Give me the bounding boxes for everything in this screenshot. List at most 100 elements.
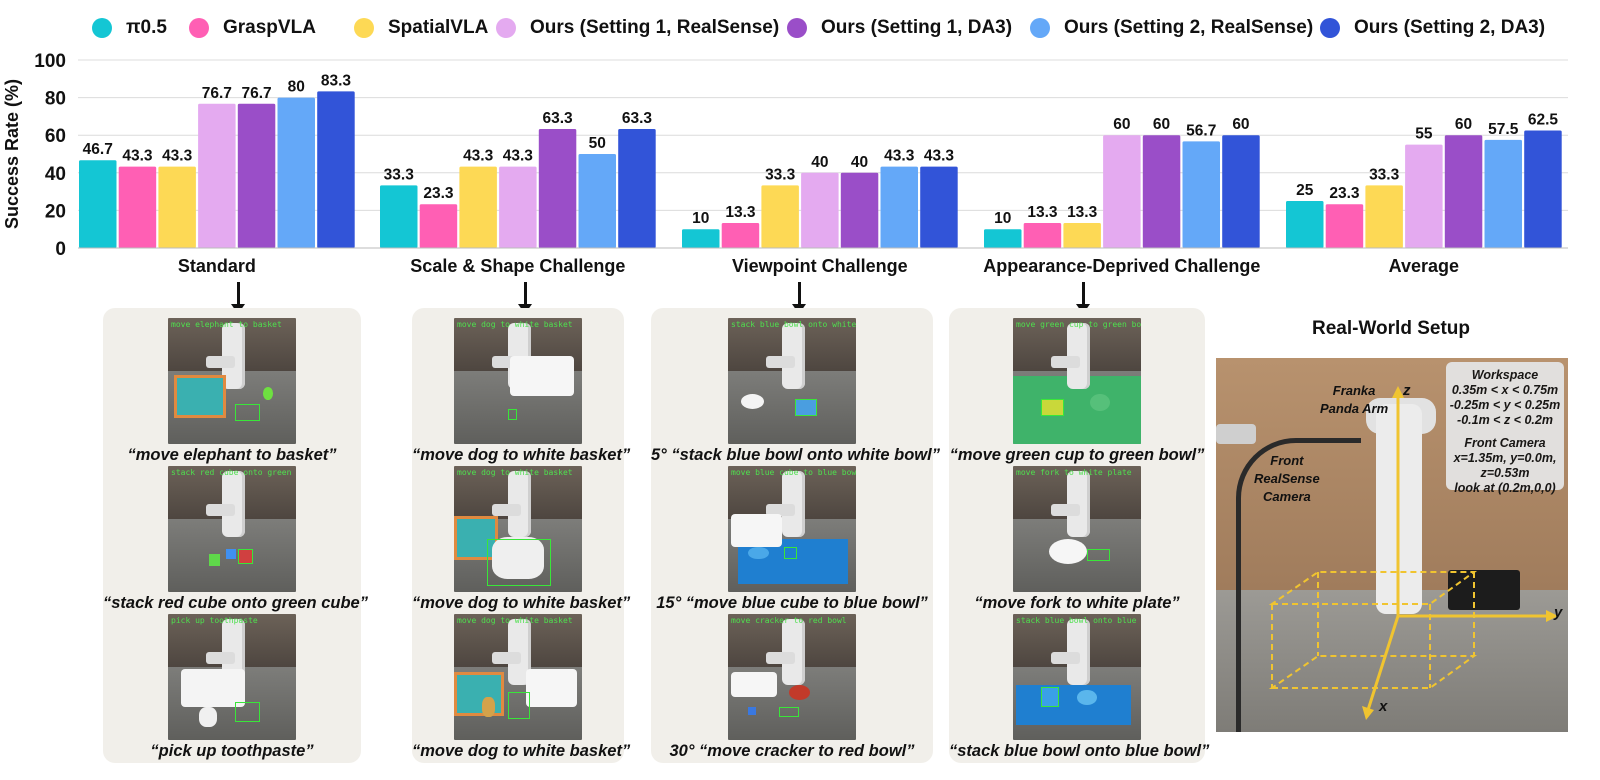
legend-swatch	[189, 18, 209, 38]
example-item: move blue cube to blue bowl 15° “move bl…	[651, 466, 933, 614]
robot-scene-image: stack red cube onto green cube	[168, 466, 296, 592]
y-tick-label: 40	[45, 164, 66, 185]
bar-value-label: 23.3	[1329, 185, 1360, 202]
bar-value-label: 43.3	[503, 148, 534, 165]
instruction-overlay: move dog to white basket	[457, 468, 573, 477]
camera-label-line: Front	[1270, 453, 1304, 468]
bar-value-label: 10	[692, 210, 709, 227]
camera-label-line: Camera	[1263, 489, 1311, 504]
y-tick-label: 80	[45, 89, 66, 110]
task-caption: “move fork to white plate”	[974, 594, 1180, 612]
legend-swatch	[787, 18, 807, 38]
bar-value-label: 43.3	[162, 148, 193, 165]
bar-value-label: 43.3	[122, 148, 153, 165]
task-caption: “move dog to white basket”	[412, 742, 631, 760]
bar-chart: 0 20 40 60 80 100 Success Rate (%) 46.7 43.3 43.3…	[2, 51, 1568, 276]
y-tick-label: 20	[45, 201, 66, 222]
camera-cable	[1236, 438, 1361, 732]
bar-value-label: 60	[1113, 116, 1130, 133]
bar	[1325, 204, 1364, 248]
control-box	[1448, 570, 1520, 610]
bar-value-label: 40	[851, 154, 868, 171]
robot-scene-image: move dog to white basket	[454, 318, 582, 444]
bar	[1182, 141, 1220, 248]
bar	[317, 91, 355, 249]
legend-label: GraspVLA	[223, 17, 316, 38]
axis-label-y: y	[1554, 604, 1563, 621]
front-camera-target: look at (0.2m,0,0)	[1454, 481, 1556, 495]
instruction-overlay: move green cup to green bowl	[1016, 320, 1141, 329]
realsense-camera-icon	[1216, 424, 1256, 444]
example-item: stack blue bowl onto white bowl 5° “stac…	[651, 318, 940, 466]
task-caption: “move elephant to basket”	[127, 446, 337, 464]
bar-value-label: 13.3	[1067, 204, 1098, 221]
bar	[1222, 135, 1260, 248]
legend-item: Ours (Setting 2, DA3)	[1320, 14, 1545, 42]
bar-value-label: 57.5	[1488, 121, 1519, 138]
legend-swatch	[354, 18, 374, 38]
bar-value-label: 83.3	[321, 72, 352, 89]
bar	[984, 229, 1022, 248]
instruction-overlay: move dog to white basket	[457, 616, 573, 625]
bar-value-label: 76.7	[241, 85, 271, 102]
legend-swatch	[1320, 18, 1340, 38]
x-category-label: Scale & Shape Challenge	[410, 256, 625, 276]
legend-label: Ours (Setting 2, DA3)	[1354, 17, 1546, 38]
arm-label-line: Panda Arm	[1320, 401, 1389, 416]
y-tick-label: 60	[45, 126, 66, 147]
bar-value-label: 63.3	[622, 110, 653, 127]
legend-item: π0.5	[92, 14, 167, 42]
example-item: move dog to white basket “move dog to wh…	[412, 466, 631, 614]
example-item: move fork to white plate “move fork to w…	[949, 466, 1205, 614]
task-caption: 30° “move cracker to red bowl”	[669, 742, 915, 760]
workspace-range-y: -0.25m < y < 0.25m	[1449, 398, 1561, 412]
example-item: move elephant to basket “move elephant t…	[103, 318, 361, 466]
bar-value-label: 46.7	[83, 141, 113, 158]
workspace-range-x: 0.35m < x < 0.75m	[1451, 383, 1559, 397]
legend-label: Ours (Setting 1, RealSense)	[530, 17, 780, 38]
viewpoint-examples-panel: stack blue bowl onto white bowl 5° “stac…	[651, 308, 940, 763]
front-camera-title: Front Camera	[1464, 436, 1546, 450]
bar	[1405, 144, 1443, 248]
standard-examples-panel: move elephant to basket “move elephant t…	[103, 308, 368, 763]
bar-value-label: 80	[288, 79, 305, 96]
x-category-label: Standard	[178, 256, 256, 276]
bar	[801, 172, 839, 248]
bar	[1142, 135, 1181, 248]
task-caption: “stack red cube onto green cube”	[103, 594, 368, 612]
bar	[682, 229, 720, 248]
example-item: pick up toothpaste “pick up toothpaste”	[103, 614, 361, 762]
axis-label-z: z	[1403, 382, 1411, 399]
task-caption: “move dog to white basket”	[412, 594, 631, 612]
front-camera-height: z=0.53m	[1480, 466, 1530, 480]
instruction-overlay: stack red cube onto green cube	[171, 468, 296, 477]
bar	[618, 128, 656, 248]
instruction-overlay: stack blue bowl onto white bowl	[731, 320, 856, 329]
legend-item: Ours (Setting 1, RealSense)	[496, 14, 779, 42]
example-item: stack blue bowl onto blue bowl “stack bl…	[949, 614, 1209, 762]
robot-scene-image: move green cup to green bowl	[1013, 318, 1141, 444]
robot-scene-image: move cracker to red bowl	[728, 614, 856, 740]
legend-swatch	[92, 18, 112, 38]
bar-value-label: 10	[994, 210, 1011, 227]
bar	[538, 128, 577, 248]
bar	[1365, 185, 1403, 248]
camera-label-line: RealSense	[1254, 471, 1320, 486]
bar	[277, 97, 315, 248]
bar-value-label: 62.5	[1528, 112, 1559, 129]
instruction-overlay: move dog to white basket	[457, 320, 573, 329]
bar	[79, 160, 117, 248]
real-world-setup-photo: Workspace 0.35m < x < 0.75m -0.25m < y <…	[1216, 358, 1568, 732]
bar	[1286, 201, 1324, 248]
bar-value-label: 43.3	[924, 148, 955, 165]
legend-label: Ours (Setting 1, DA3)	[821, 17, 1013, 38]
bar	[118, 166, 157, 248]
bar-value-label: 13.3	[1027, 204, 1058, 221]
setup-title: Real-World Setup	[1312, 318, 1470, 339]
task-caption: “move dog to white basket”	[412, 446, 631, 464]
bar	[198, 103, 236, 248]
bar-value-label: 25	[1296, 182, 1314, 199]
legend-label: SpatialVLA	[388, 17, 489, 38]
scale-shape-examples-panel: move dog to white basket “move dog to wh…	[412, 308, 631, 763]
bar	[499, 166, 537, 248]
